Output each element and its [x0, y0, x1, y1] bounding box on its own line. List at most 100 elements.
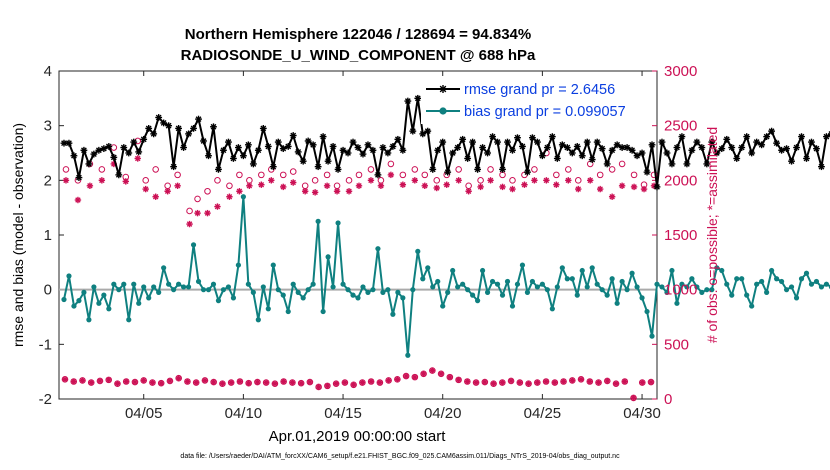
obs-possible-marker [574, 177, 582, 184]
star-stroke [176, 375, 182, 381]
rmse-point [324, 157, 332, 165]
obs-assimilated-marker [411, 177, 419, 184]
star-stroke [644, 169, 650, 176]
rmse-point [414, 94, 422, 102]
star-stroke [400, 181, 406, 188]
obs-assimilated-marker [455, 177, 462, 184]
star-stroke [594, 139, 601, 145]
star-stroke [574, 143, 581, 150]
obs-possible-marker [62, 166, 70, 173]
star-stroke [66, 140, 72, 147]
obs-bottom-assimilated-marker [105, 377, 112, 383]
legend-bias-label: bias grand pr = 0.099057 [464, 104, 626, 120]
star-stroke [90, 151, 97, 157]
bias-point [390, 311, 396, 317]
rmse-point [618, 144, 626, 151]
star-stroke [596, 380, 602, 386]
rmse-point [454, 144, 462, 151]
bias-point [744, 292, 750, 298]
star-stroke [260, 125, 267, 132]
rmse-point [344, 149, 352, 157]
star-stroke [578, 376, 584, 382]
star-stroke [599, 145, 606, 152]
star-stroke [718, 145, 725, 152]
bias-point [81, 289, 87, 295]
rmse-point [264, 143, 272, 150]
star-stroke [240, 152, 247, 159]
star-stroke [499, 166, 506, 173]
rmse-point [274, 138, 282, 146]
star-stroke [123, 178, 129, 185]
bias-point [275, 287, 281, 293]
star-stroke [409, 128, 416, 135]
star-stroke [499, 380, 505, 386]
bias-point [445, 289, 451, 295]
rmse-point [80, 146, 88, 154]
star-stroke [359, 380, 365, 386]
star-stroke [549, 133, 556, 140]
obs-bottom-assimilated-marker [604, 378, 611, 384]
star-stroke [356, 183, 362, 189]
star-stroke [205, 152, 212, 159]
star-stroke [455, 177, 462, 184]
rmse-point [678, 133, 686, 140]
bias-point [604, 292, 610, 298]
star-stroke [399, 147, 406, 154]
star-stroke [629, 147, 635, 154]
star-stroke [335, 166, 341, 173]
star-stroke [120, 144, 127, 151]
star-stroke [773, 140, 780, 147]
star-stroke [368, 177, 374, 184]
star-stroke [140, 136, 147, 143]
obs-bottom-assimilated-marker [263, 379, 269, 386]
obs-count-markers [61, 137, 658, 402]
bias-point [240, 194, 246, 200]
bias-point [200, 287, 207, 293]
obs-possible-marker [399, 171, 407, 179]
star-stroke [433, 185, 440, 191]
star-stroke [509, 186, 516, 192]
star-stroke [245, 141, 252, 148]
y-right-tick-label: 0 [664, 391, 672, 408]
star-stroke [235, 144, 242, 151]
star-stroke [639, 150, 645, 156]
star-stroke [489, 133, 496, 140]
rmse-point [284, 143, 292, 150]
star-stroke [419, 130, 426, 137]
bias-point [305, 287, 311, 293]
star-stroke [295, 149, 302, 155]
star-stroke [634, 152, 640, 159]
rmse-point [693, 138, 701, 146]
rmse-point [135, 148, 143, 156]
star-stroke [524, 169, 531, 176]
bias-point [395, 289, 401, 295]
bias-point [554, 284, 560, 290]
rmse-point [409, 127, 417, 135]
bias-point [255, 317, 261, 323]
star-stroke [614, 141, 621, 148]
bias-point [245, 281, 251, 287]
bias-point [335, 220, 341, 226]
bias-point [524, 289, 531, 295]
bias-point [479, 267, 486, 274]
bias-point [803, 270, 810, 276]
obs-possible-marker [345, 177, 353, 184]
bias-point [435, 278, 441, 285]
bias-point [549, 306, 555, 312]
star-stroke [167, 378, 173, 384]
bias-point [654, 281, 660, 287]
tick-labels: 04/05 04/10 04/15 04/20 04/25 04/30 -2 -1 0 1 2 3 4 0… [39, 63, 698, 422]
obs-possible-marker [421, 171, 429, 179]
star-stroke [81, 147, 87, 154]
star-stroke [584, 139, 591, 145]
bias-point [729, 292, 735, 298]
star-stroke [250, 161, 257, 167]
bias-point [639, 295, 645, 301]
rmse-point [90, 150, 98, 158]
obs-possible-marker [226, 182, 233, 190]
star-stroke [449, 150, 456, 156]
rmse-point [429, 166, 437, 173]
star-stroke [818, 163, 825, 170]
rmse-point [688, 146, 696, 154]
obs-bottom-assimilated-marker [245, 380, 252, 386]
